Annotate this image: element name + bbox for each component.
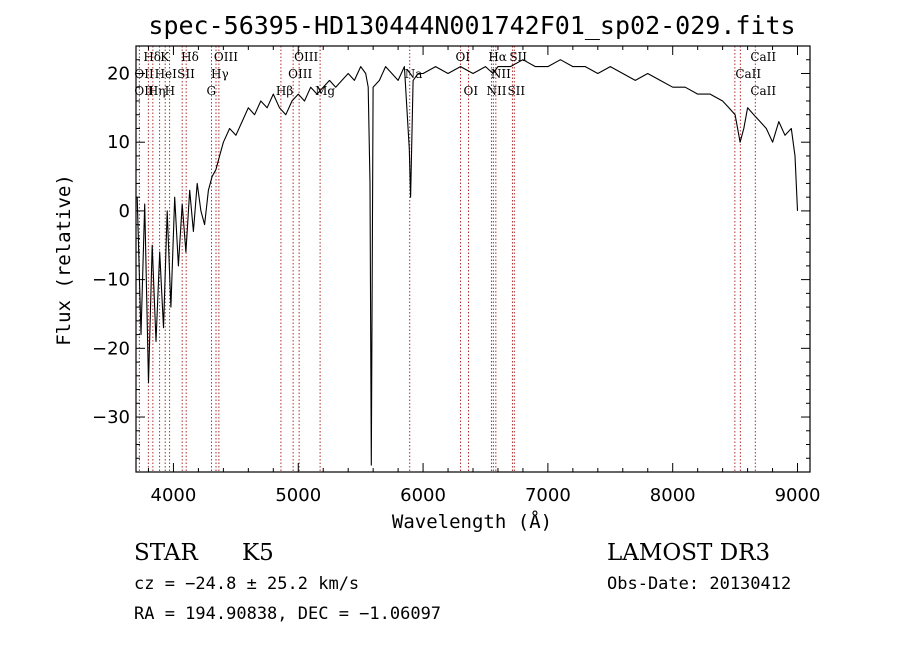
spectral-subclass: K5	[242, 540, 274, 566]
x-axis-ticks: 4000 5000 6000 7000 8000 9000	[147, 46, 821, 506]
x-tick-label: 9000	[775, 485, 821, 506]
coordinates-readout: RA = 194.90838, DEC = −1.06097	[134, 604, 442, 624]
spectral-line-label: SII	[177, 67, 195, 81]
redshift-readout: cz = −24.8 ± 25.2 km/s	[134, 574, 360, 594]
spectral-line-label: Hγ	[211, 67, 229, 81]
spectral-line-label: Hβ	[276, 84, 293, 98]
y-tick-label: 20	[107, 63, 130, 84]
spectral-line-label: G	[207, 84, 217, 98]
y-axis-ticks: −30 −20 −10 0 10 20	[92, 45, 810, 459]
y-axis-label: Flux (relative)	[53, 174, 75, 346]
spectral-line-label: K	[160, 50, 170, 64]
spectral-line-label: OIII	[294, 50, 318, 64]
spectral-line-label: OI	[464, 84, 479, 98]
object-class: STAR	[134, 540, 198, 566]
spectral-line-label: CaII	[750, 84, 776, 98]
x-tick-label: 7000	[525, 485, 571, 506]
spectral-line-label: CaII	[750, 50, 776, 64]
x-tick-label: 8000	[650, 485, 696, 506]
spectral-line-label: NII	[486, 84, 506, 98]
x-axis-label: Wavelength (Å)	[392, 510, 552, 533]
spectral-line-label: Hη	[148, 84, 166, 98]
spectral-line-label: OIII	[288, 67, 312, 81]
spectral-line-label: Mg	[315, 84, 335, 98]
y-tick-label: −10	[92, 270, 130, 291]
spectral-line-markers	[138, 46, 756, 472]
spectral-line-label: Hα	[488, 50, 507, 64]
survey-name: LAMOST DR3	[607, 540, 771, 566]
spectral-line-label: OI	[456, 50, 471, 64]
spectral-line-label: NII	[491, 67, 511, 81]
spectral-line-label: Hδ	[143, 50, 161, 64]
spectral-line-label: H	[165, 84, 175, 98]
y-tick-label: −30	[92, 407, 130, 428]
spectral-line-label: OII	[134, 67, 154, 81]
plot-frame	[135, 45, 811, 473]
y-tick-label: −20	[92, 338, 130, 359]
spectral-line-label: Na	[405, 67, 423, 81]
spectral-line-label: CaII	[735, 67, 761, 81]
spectral-line-label: Hδ	[181, 50, 199, 64]
obs-date: Obs-Date: 20130412	[607, 574, 792, 594]
spectral-line-label: HeI	[155, 67, 178, 81]
x-tick-label: 4000	[151, 485, 197, 506]
spectrum-series-line	[136, 59, 799, 466]
spectral-line-label: SII	[507, 84, 525, 98]
spectral-line-label: SII	[509, 50, 527, 64]
x-tick-label: 6000	[400, 485, 446, 506]
y-tick-label: 10	[107, 132, 130, 153]
x-tick-label: 5000	[275, 485, 321, 506]
chart-title: spec-56395-HD130444N001742F01_sp02-029.f…	[148, 11, 795, 40]
y-tick-label: 0	[119, 201, 130, 222]
spectral-line-label: OIII	[214, 50, 238, 64]
